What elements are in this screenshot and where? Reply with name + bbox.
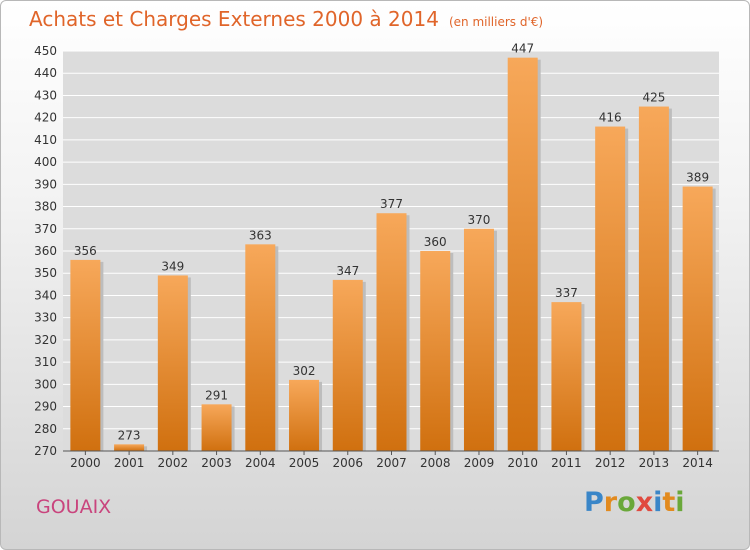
bars [70,57,716,452]
y-tick-label: 290 [34,400,57,414]
bar-2011 [551,302,582,451]
data-label: 273 [118,428,141,442]
x-tick-label: 2008 [420,456,451,470]
bar-2008 [420,251,451,451]
bar-2001 [114,444,145,451]
chart-unit: (en milliers d'€) [448,15,544,29]
bar-2009 [463,228,494,451]
data-label: 370 [468,213,491,227]
bar-2006 [332,279,363,451]
data-label: 377 [380,197,403,211]
data-label: 360 [424,235,447,249]
y-tick-label: 270 [34,444,57,458]
bar-2012 [595,126,626,452]
y-tick-label: 440 [34,66,57,80]
bar-2014 [682,186,713,452]
y-tick-label: 390 [34,177,57,191]
x-axis: 2000 2001 2002 2003 2004 2005 2006 2007 2008 2009… [63,450,719,470]
x-tick-label: 2000 [70,456,101,470]
y-tick-label: 330 [34,311,57,325]
bar-2007 [376,213,407,451]
x-tick-label: 2011 [551,456,582,470]
y-tick-label: 280 [34,422,57,436]
x-tick-label: 2009 [464,456,495,470]
chart-title: Achats et Charges Externes 2000 à 2014 (e… [29,7,543,31]
x-tick-label: 2013 [639,456,670,470]
x-tick-label: 2005 [289,456,320,470]
y-tick-label: 400 [34,155,57,169]
x-tick-label: 2007 [376,456,407,470]
bar-2003 [201,404,232,451]
y-axis: 270 280 290 300 310 320 330 340 350 360 370 380 390 4… [34,44,57,458]
data-label: 425 [642,91,665,105]
x-tick-label: 2004 [245,456,276,470]
data-label: 302 [293,364,316,378]
data-label: 363 [249,228,272,242]
bar-2004 [245,244,276,451]
data-label: 337 [555,286,578,300]
x-tick-label: 2001 [114,456,145,470]
bar-2010 [507,57,538,452]
proxiti-logo: Proxiti [584,487,685,518]
data-label: 356 [74,244,97,258]
x-tick-label: 2012 [595,456,626,470]
chart-title-text: Achats et Charges Externes 2000 à 2014 [29,7,439,31]
data-label: 349 [161,259,184,273]
bar-2000 [70,259,101,451]
bar-2005 [289,379,320,451]
y-tick-label: 300 [34,377,57,391]
y-tick-label: 320 [34,333,57,347]
y-tick-label: 370 [34,222,57,236]
x-tick-label: 2002 [158,456,189,470]
data-label: 389 [686,171,709,185]
y-tick-label: 450 [34,44,57,58]
data-labels: 356 273 349 291 363 302 347 377 360 370 447 337 416 4… [74,42,709,443]
data-label: 416 [599,111,622,125]
data-label: 447 [511,42,534,56]
city-name: GOUAIX [36,496,112,518]
y-tick-label: 430 [34,88,57,102]
data-label: 347 [336,264,359,278]
y-tick-label: 360 [34,244,57,258]
y-tick-label: 350 [34,266,57,280]
y-tick-label: 380 [34,200,57,214]
x-tick-label: 2006 [332,456,363,470]
bar-2002 [157,275,188,451]
y-tick-label: 420 [34,111,57,125]
data-label: 291 [205,388,228,402]
bar-2013 [638,106,669,452]
y-tick-label: 410 [34,133,57,147]
y-tick-label: 310 [34,355,57,369]
x-tick-label: 2014 [682,456,713,470]
x-tick-label: 2010 [507,456,538,470]
y-tick-label: 340 [34,288,57,302]
x-tick-label: 2003 [201,456,232,470]
